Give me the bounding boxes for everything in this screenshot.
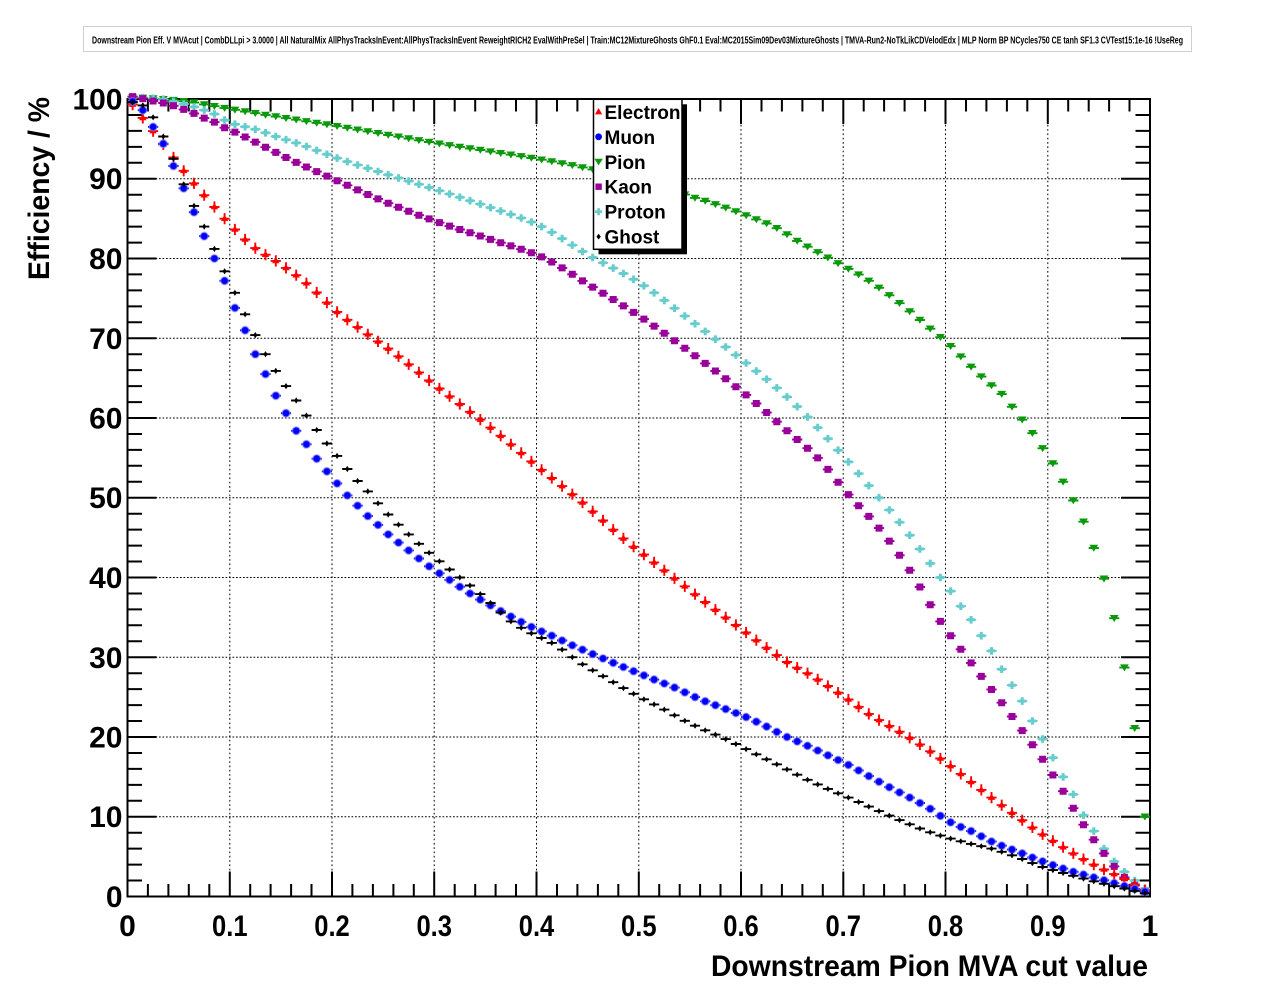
svg-text:0.8: 0.8: [928, 910, 964, 943]
svg-text:Ghost: Ghost: [605, 228, 661, 249]
svg-text:0.2: 0.2: [314, 910, 350, 943]
svg-text:60: 60: [89, 403, 122, 436]
svg-text:Downstream Pion Eff. V MVAcut: Downstream Pion Eff. V MVAcut | CombDLLp…: [92, 35, 1183, 47]
svg-text:Downstream Pion MVA cut value: Downstream Pion MVA cut value: [711, 950, 1148, 983]
svg-text:20: 20: [89, 722, 122, 755]
svg-text:30: 30: [89, 642, 122, 675]
svg-text:10: 10: [89, 801, 122, 834]
svg-text:Electron: Electron: [605, 103, 681, 124]
svg-text:Kaon: Kaon: [605, 178, 653, 199]
svg-text:0.3: 0.3: [416, 910, 452, 943]
svg-text:0.6: 0.6: [723, 910, 759, 943]
svg-text:0.1: 0.1: [212, 910, 248, 943]
svg-text:0: 0: [119, 910, 136, 943]
svg-text:Efficiency / %: Efficiency / %: [23, 97, 56, 280]
svg-text:Proton: Proton: [605, 203, 666, 224]
svg-text:0.5: 0.5: [621, 910, 657, 943]
svg-text:100: 100: [72, 84, 122, 117]
svg-text:0: 0: [106, 881, 123, 914]
svg-text:40: 40: [89, 562, 122, 595]
svg-text:Muon: Muon: [605, 128, 656, 149]
svg-text:0.9: 0.9: [1030, 910, 1066, 943]
svg-text:0.7: 0.7: [825, 910, 861, 943]
svg-text:90: 90: [89, 163, 122, 196]
svg-text:70: 70: [89, 323, 122, 356]
svg-text:1: 1: [1142, 910, 1159, 943]
svg-text:80: 80: [89, 243, 122, 276]
svg-text:Pion: Pion: [605, 153, 646, 174]
svg-text:0.4: 0.4: [519, 910, 555, 943]
svg-text:50: 50: [89, 482, 122, 515]
